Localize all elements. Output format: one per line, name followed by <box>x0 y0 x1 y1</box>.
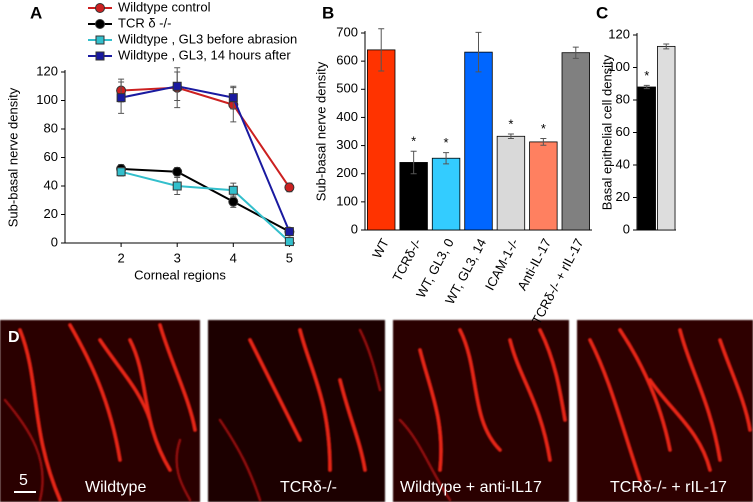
y-axis-label: Sub-basal nerve density <box>313 61 328 201</box>
legend-marker <box>95 51 105 61</box>
point <box>228 93 238 103</box>
y-tick-label: 0 <box>51 234 58 249</box>
bar <box>657 45 676 231</box>
bar <box>464 51 493 231</box>
micrograph-label: Wildtype <box>85 479 146 496</box>
error-bar <box>410 150 417 175</box>
error-bar <box>540 138 547 146</box>
x-tick-label: 4 <box>230 250 237 265</box>
y-tick-label: 100 <box>336 193 358 208</box>
y-tick-label: 60 <box>616 124 630 139</box>
point <box>172 81 182 91</box>
x-tick-label: 2 <box>117 250 124 265</box>
point <box>284 237 294 247</box>
x-axis-label: Corneal regions <box>134 267 226 282</box>
panel-label: A <box>30 3 42 22</box>
point <box>228 196 239 207</box>
x-tick-label: 3 <box>174 250 181 265</box>
y-tick-label: 0 <box>623 221 630 236</box>
y-tick-label: 500 <box>336 81 358 96</box>
y-tick-label: 40 <box>616 156 630 171</box>
series-line <box>120 170 291 243</box>
y-tick-label: 700 <box>336 24 358 39</box>
point <box>284 182 295 193</box>
error-bar <box>663 43 670 50</box>
y-tick-label: 20 <box>616 189 630 204</box>
error-bar <box>643 84 650 90</box>
point <box>116 93 126 103</box>
point <box>228 185 238 195</box>
series-line <box>121 86 291 188</box>
legend-label: Wildtype , GL3 before abrasion <box>118 31 297 46</box>
panel-label: D <box>8 329 20 346</box>
x-tick-label: TCRδ-/- <box>389 236 424 284</box>
micrograph <box>0 320 200 502</box>
micrograph-label: Wildtype + anti-IL17 <box>400 479 542 496</box>
y-tick-label: 20 <box>44 206 58 221</box>
y-tick-label: 0 <box>351 221 358 236</box>
error-bar <box>507 133 514 140</box>
y-tick-label: 100 <box>608 59 630 74</box>
bar <box>637 86 656 231</box>
legend-marker <box>95 19 105 29</box>
error-bar <box>475 31 482 73</box>
legend-label: TCR δ -/- <box>118 15 171 30</box>
significance-mark: * <box>644 68 649 83</box>
bar <box>431 157 461 231</box>
error-bar <box>572 46 579 59</box>
y-tick-label: 80 <box>44 120 58 135</box>
y-tick-label: 400 <box>336 109 358 124</box>
bar <box>367 49 396 231</box>
y-tick-label: 600 <box>336 53 358 68</box>
significance-mark: * <box>541 121 546 136</box>
bar <box>561 52 590 231</box>
micrograph <box>577 320 753 502</box>
panel-label: B <box>322 3 334 22</box>
bar <box>496 135 526 231</box>
panel-label: C <box>596 3 608 22</box>
legend-label: Wildtype , GL3, 14 hours after <box>118 47 291 62</box>
y-axis-label: Basal epithelial cell density <box>599 54 614 210</box>
y-axis-label: Sub-basal nerve density <box>5 87 20 227</box>
micrograph-label: TCRδ-/- + rIL-17 <box>610 479 727 496</box>
micrographs <box>0 320 753 502</box>
error-bar <box>378 28 385 72</box>
y-tick-label: 40 <box>44 177 58 192</box>
bar <box>529 141 558 231</box>
point <box>284 227 294 237</box>
y-tick-label: 100 <box>36 92 58 107</box>
legend-label: Wildtype control <box>118 0 211 14</box>
point <box>116 167 126 177</box>
point <box>172 181 182 191</box>
micrograph-label: TCRδ-/- <box>280 479 337 496</box>
x-tick-label: 5 <box>286 250 293 265</box>
significance-mark: * <box>411 134 416 149</box>
y-tick-label: 60 <box>44 149 58 164</box>
y-tick-label: 80 <box>616 91 630 106</box>
error-bar <box>443 152 450 165</box>
series-line <box>120 85 291 232</box>
legend-marker <box>95 3 105 13</box>
y-tick-label: 200 <box>336 165 358 180</box>
y-tick-label: 120 <box>36 63 58 78</box>
x-tick-label: WT <box>369 236 392 261</box>
y-tick-label: 120 <box>608 26 630 41</box>
legend-marker <box>95 35 105 45</box>
y-tick-label: 300 <box>336 137 358 152</box>
micrograph <box>208 320 385 502</box>
significance-mark: * <box>508 116 513 131</box>
point <box>172 166 183 177</box>
significance-mark: * <box>444 135 449 150</box>
scale-label: 5 <box>19 472 28 489</box>
